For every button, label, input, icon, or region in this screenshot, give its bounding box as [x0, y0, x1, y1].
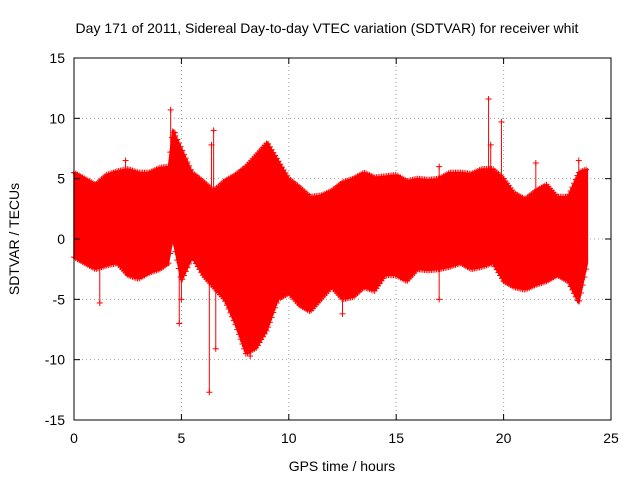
series-band	[73, 127, 589, 355]
x-tick-label: 0	[70, 430, 78, 446]
data-series	[71, 96, 590, 396]
axis-ticks: 0 5 10 15 20 25 -15 -10 -5 0 5 10 15	[45, 50, 619, 446]
y-tick-label: -5	[53, 291, 66, 307]
x-tick-label: 10	[281, 430, 297, 446]
y-tick-label: 15	[49, 50, 65, 66]
x-tick-label: 15	[388, 430, 404, 446]
y-axis-label: SDTVAR / TECUs	[6, 183, 22, 295]
x-tick-label: 5	[178, 430, 186, 446]
y-tick-label: -10	[45, 352, 65, 368]
x-tick-label: 25	[603, 430, 619, 446]
y-tick-label: 5	[57, 171, 65, 187]
x-axis-label: GPS time / hours	[289, 458, 396, 474]
x-tick-label: 20	[496, 430, 512, 446]
y-tick-label: 0	[57, 231, 65, 247]
y-tick-label: 10	[49, 110, 65, 126]
y-tick-label: -15	[45, 412, 65, 428]
chart-title: Day 171 of 2011, Sidereal Day-to-day VTE…	[76, 20, 579, 36]
